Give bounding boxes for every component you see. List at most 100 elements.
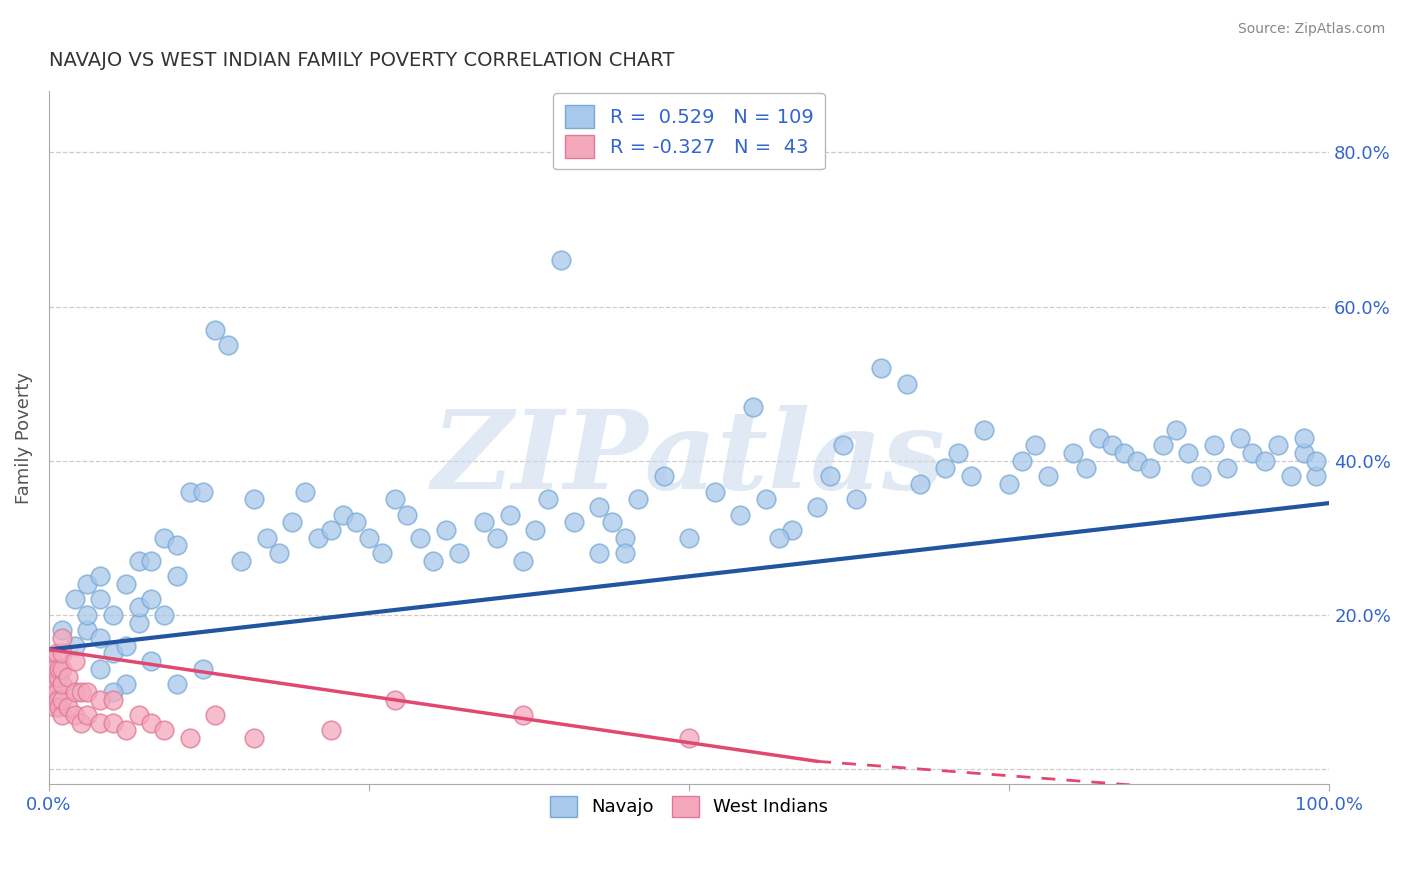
- Point: [371, 546, 394, 560]
- Point: [51, 692, 73, 706]
- Point: [141, 592, 163, 607]
- Point: [1011, 453, 1033, 467]
- Point: [1254, 453, 1277, 467]
- Point: [818, 469, 841, 483]
- Point: [46, 669, 69, 683]
- Point: [896, 376, 918, 391]
- Point: [56, 669, 79, 683]
- Point: [499, 508, 522, 522]
- Point: [768, 531, 790, 545]
- Point: [114, 639, 136, 653]
- Point: [1305, 453, 1327, 467]
- Point: [1229, 431, 1251, 445]
- Point: [51, 662, 73, 676]
- Point: [537, 492, 560, 507]
- Point: [1292, 431, 1315, 445]
- Point: [70, 715, 93, 730]
- Point: [1279, 469, 1302, 483]
- Point: [44, 662, 66, 676]
- Point: [89, 631, 111, 645]
- Point: [128, 600, 150, 615]
- Point: [56, 700, 79, 714]
- Point: [229, 554, 252, 568]
- Point: [141, 554, 163, 568]
- Point: [89, 569, 111, 583]
- Point: [472, 516, 495, 530]
- Text: Source: ZipAtlas.com: Source: ZipAtlas.com: [1237, 22, 1385, 37]
- Point: [1114, 446, 1136, 460]
- Point: [41, 654, 63, 668]
- Point: [166, 677, 188, 691]
- Point: [562, 516, 585, 530]
- Point: [486, 531, 509, 545]
- Point: [998, 476, 1021, 491]
- Point: [166, 539, 188, 553]
- Point: [447, 546, 470, 560]
- Point: [46, 692, 69, 706]
- Point: [63, 685, 86, 699]
- Point: [1101, 438, 1123, 452]
- Point: [269, 546, 291, 560]
- Point: [114, 577, 136, 591]
- Point: [780, 523, 803, 537]
- Point: [1024, 438, 1046, 452]
- Point: [217, 338, 239, 352]
- Point: [870, 361, 893, 376]
- Point: [44, 700, 66, 714]
- Point: [101, 646, 124, 660]
- Point: [434, 523, 457, 537]
- Point: [48, 700, 70, 714]
- Point: [89, 592, 111, 607]
- Point: [1088, 431, 1111, 445]
- Point: [627, 492, 650, 507]
- Point: [332, 508, 354, 522]
- Point: [319, 523, 342, 537]
- Point: [1177, 446, 1199, 460]
- Point: [243, 492, 266, 507]
- Point: [959, 469, 981, 483]
- Point: [1202, 438, 1225, 452]
- Point: [600, 516, 623, 530]
- Point: [179, 731, 201, 746]
- Point: [76, 607, 98, 622]
- Point: [51, 631, 73, 645]
- Point: [101, 715, 124, 730]
- Point: [652, 469, 675, 483]
- Point: [1189, 469, 1212, 483]
- Point: [357, 531, 380, 545]
- Point: [1074, 461, 1097, 475]
- Point: [128, 708, 150, 723]
- Point: [422, 554, 444, 568]
- Point: [141, 715, 163, 730]
- Point: [678, 731, 700, 746]
- Point: [256, 531, 278, 545]
- Point: [307, 531, 329, 545]
- Point: [384, 492, 406, 507]
- Point: [153, 531, 176, 545]
- Point: [42, 677, 65, 691]
- Point: [845, 492, 868, 507]
- Legend: Navajo, West Indians: Navajo, West Indians: [543, 789, 835, 824]
- Point: [344, 516, 367, 530]
- Point: [1152, 438, 1174, 452]
- Point: [39, 669, 62, 683]
- Point: [141, 654, 163, 668]
- Point: [678, 531, 700, 545]
- Point: [191, 484, 214, 499]
- Point: [614, 531, 637, 545]
- Point: [384, 692, 406, 706]
- Point: [1216, 461, 1239, 475]
- Point: [409, 531, 432, 545]
- Point: [281, 516, 304, 530]
- Point: [128, 554, 150, 568]
- Point: [614, 546, 637, 560]
- Point: [63, 592, 86, 607]
- Point: [45, 685, 67, 699]
- Point: [51, 708, 73, 723]
- Point: [908, 476, 931, 491]
- Point: [512, 708, 534, 723]
- Point: [63, 654, 86, 668]
- Point: [76, 708, 98, 723]
- Y-axis label: Family Poverty: Family Poverty: [15, 372, 32, 504]
- Point: [946, 446, 969, 460]
